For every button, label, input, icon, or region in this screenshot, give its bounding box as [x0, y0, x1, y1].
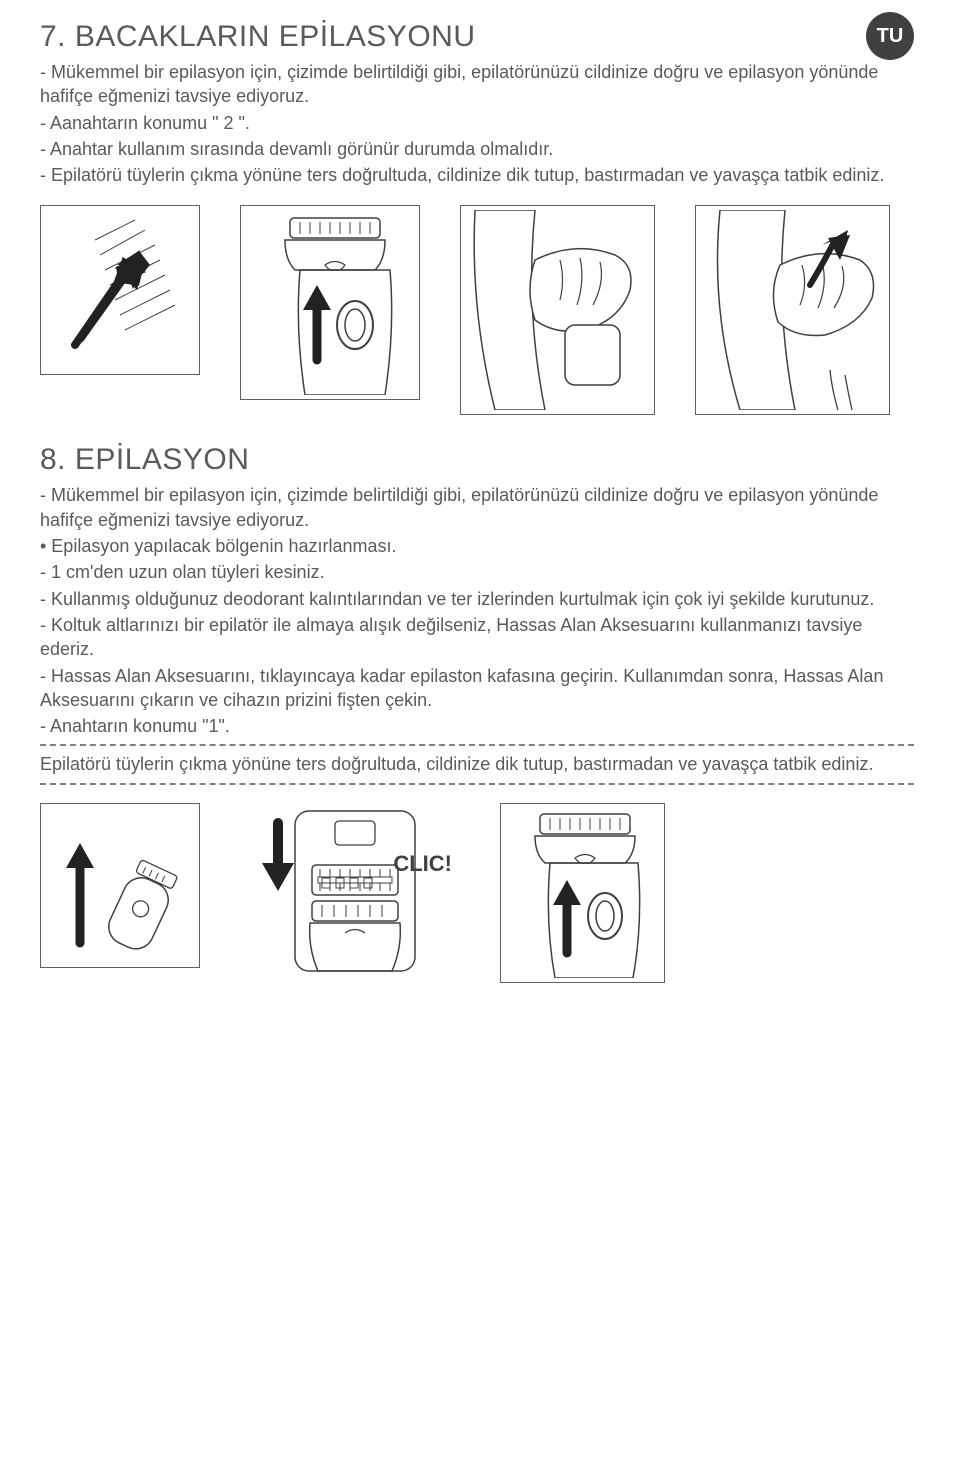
hand-leg-svg [465, 210, 650, 410]
hand-leg-arrow-svg [700, 210, 885, 410]
section-8-p3: - 1 cm'den uzun olan tüyleri kesiniz. [40, 560, 914, 584]
section-8-p4: - Kullanmış olduğunuz deodorant kalıntıl… [40, 587, 914, 611]
language-badge: TU [866, 12, 914, 60]
section-7-p1: - Mükemmel bir epilasyon için, çizimde b… [40, 60, 914, 109]
clic-text: CLIC! [393, 851, 452, 877]
illus-hand-leg-1 [460, 205, 655, 415]
section-7-p2: - Aanahtarın konumu " 2 ". [40, 111, 914, 135]
illus-device-up-2 [500, 803, 665, 983]
hair-arrow-svg [45, 210, 195, 370]
section-7-illustrations [40, 205, 914, 415]
illus-clic: CLIC! [240, 803, 460, 978]
illus-hand-leg-2 [695, 205, 890, 415]
section-8-p7: - Anahtarın konumu "1". [40, 714, 914, 738]
section-8-p1: - Mükemmel bir epilasyon için, çizimde b… [40, 483, 914, 532]
section-7-p3: - Anahtar kullanım sırasında devamlı gör… [40, 137, 914, 161]
illus-small-device [40, 803, 200, 968]
dashed-divider-bottom [40, 783, 914, 785]
illus-device-up [240, 205, 420, 400]
section-8-title: 8. EPİLASYON [40, 443, 914, 477]
section-8-boxed: Epilatörü tüylerin çıkma yönüne ters doğ… [40, 752, 914, 776]
section-8-p2: • Epilasyon yapılacak bölgenin hazırlanm… [40, 534, 914, 558]
section-7-p4: - Epilatörü tüylerin çıkma yönüne ters d… [40, 163, 914, 187]
section-8-p5: - Koltuk altlarınızı bir epilatör ile al… [40, 613, 914, 662]
device-up2-svg [505, 808, 660, 978]
clic-svg [240, 803, 460, 978]
section-8-p6: - Hassas Alan Aksesuarını, tıklayıncaya … [40, 664, 914, 713]
small-device-svg [45, 808, 195, 963]
section-7-title: 7. BACAKLARIN EPİLASYONU [40, 20, 914, 54]
dashed-divider-top [40, 744, 914, 746]
section-8-illustrations: CLIC! [40, 803, 914, 983]
illus-hair-direction [40, 205, 200, 375]
device-up-svg [245, 210, 415, 395]
